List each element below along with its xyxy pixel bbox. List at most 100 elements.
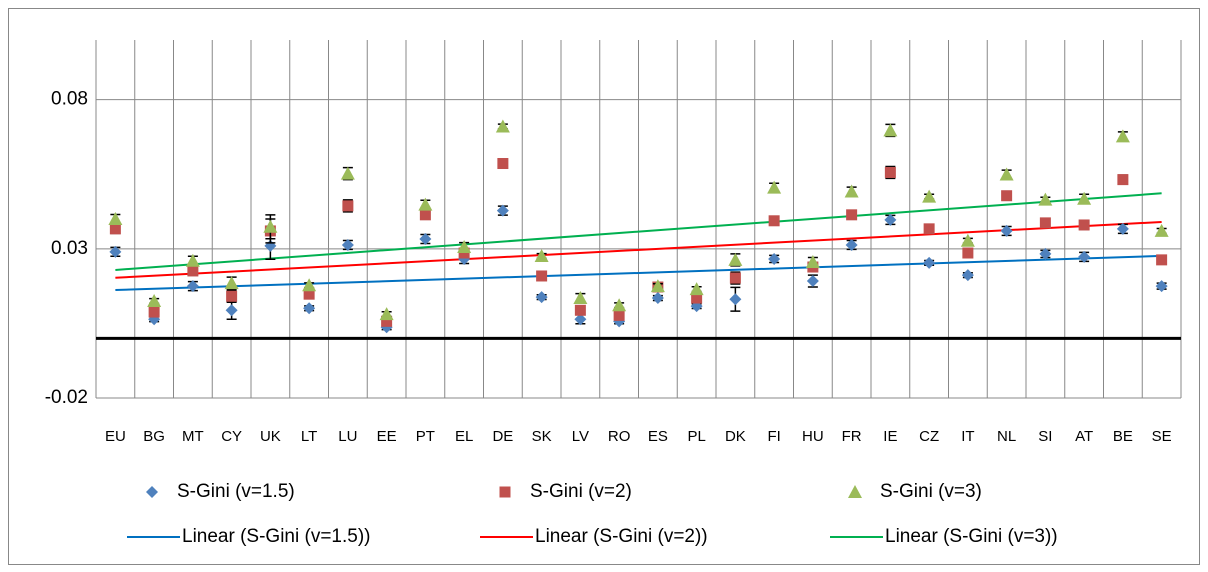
x-tick-label: PT — [416, 428, 435, 445]
trendline — [115, 192, 1162, 271]
diamond-marker — [806, 275, 819, 288]
diamond-marker — [225, 304, 238, 317]
diamond-marker — [768, 252, 781, 265]
diamond-marker — [303, 302, 316, 315]
diamond-marker — [845, 238, 858, 251]
triangle-marker — [185, 253, 200, 267]
x-tick-label: EL — [455, 428, 473, 445]
triangle-marker — [340, 166, 355, 180]
square-marker — [846, 209, 858, 221]
square-marker — [923, 223, 935, 235]
triangle-marker — [689, 282, 704, 296]
diamond-marker — [1116, 222, 1129, 235]
x-tick-label: SI — [1038, 428, 1052, 445]
x-tick-label: CZ — [919, 428, 939, 445]
diamond-marker — [109, 245, 122, 258]
x-tick-label: AT — [1075, 428, 1093, 445]
diamond-marker — [1039, 247, 1052, 260]
square-marker — [1117, 174, 1129, 186]
square-marker — [226, 290, 238, 302]
x-tick-label: EU — [105, 428, 126, 445]
square-marker — [1039, 217, 1051, 229]
square-marker — [381, 315, 393, 327]
x-tick-label: EE — [377, 428, 397, 445]
triangle-marker — [1115, 129, 1130, 143]
triangle-marker — [883, 123, 898, 137]
y-tick-label: 0.08 — [51, 89, 88, 110]
y-tick-label: 0.03 — [51, 238, 88, 259]
x-tick-label: SK — [532, 428, 552, 445]
diamond-marker — [419, 232, 432, 245]
triangle-marker — [573, 291, 588, 305]
triangle-marker — [379, 307, 394, 321]
x-tick-label: CY — [221, 428, 242, 445]
x-tick-label: PL — [687, 428, 705, 445]
square-marker — [497, 158, 509, 170]
triangle-marker — [224, 276, 239, 290]
triangle-marker — [1038, 192, 1053, 206]
square-marker — [1001, 190, 1013, 202]
square-marker — [613, 309, 625, 321]
x-tick-label: LU — [338, 428, 357, 445]
square-marker — [303, 288, 315, 300]
square-marker — [109, 223, 121, 235]
legend-marker — [146, 486, 158, 498]
triangle-marker — [457, 240, 472, 254]
x-tick-label: SE — [1152, 428, 1172, 445]
triangle-marker — [922, 189, 937, 203]
diamond-marker — [574, 313, 587, 326]
x-tick-label: DK — [725, 428, 746, 445]
y-tick-label: -0.02 — [45, 387, 88, 408]
x-tick-label: LV — [572, 428, 589, 445]
x-tick-label: RO — [608, 428, 631, 445]
triangle-marker — [960, 233, 975, 247]
triangle-marker — [495, 119, 510, 133]
square-marker — [962, 247, 974, 259]
square-marker — [148, 306, 160, 318]
x-tick-label: BE — [1113, 428, 1133, 445]
triangle-marker — [999, 167, 1014, 181]
trendline — [115, 254, 1162, 292]
square-marker — [729, 272, 741, 284]
triangle-marker — [418, 197, 433, 211]
diamond-marker — [186, 280, 199, 293]
legend-label: S-Gini (v=2) — [530, 481, 632, 502]
x-tick-label: IE — [883, 428, 897, 445]
diamond-marker — [729, 293, 742, 306]
diamond-marker — [341, 238, 354, 251]
triangle-marker — [805, 254, 820, 268]
legend-label: Linear (S-Gini (v=3)) — [885, 526, 1058, 547]
x-tick-label: MT — [182, 428, 204, 445]
square-marker — [536, 270, 548, 282]
square-marker — [768, 215, 780, 227]
legend-label: S-Gini (v=1.5) — [177, 481, 295, 502]
legend-label: S-Gini (v=3) — [880, 481, 982, 502]
x-tick-label: IT — [961, 428, 974, 445]
x-tick-label: DE — [492, 428, 513, 445]
square-marker — [1078, 219, 1090, 231]
legend-marker — [499, 486, 511, 498]
diamond-marker — [1155, 280, 1168, 293]
square-marker — [419, 209, 431, 221]
x-tick-label: UK — [260, 428, 281, 445]
square-marker — [574, 304, 586, 316]
triangle-marker — [534, 248, 549, 262]
diamond-marker — [496, 204, 509, 217]
diamond-marker — [884, 213, 897, 226]
x-tick-label: FI — [767, 428, 780, 445]
triangle-marker — [844, 184, 859, 198]
triangle-marker — [108, 212, 123, 225]
triangle-marker — [728, 252, 743, 266]
legend-label: Linear (S-Gini (v=2)) — [535, 526, 708, 547]
diamond-marker — [651, 292, 664, 305]
square-marker — [691, 292, 703, 304]
triangle-marker — [650, 279, 665, 293]
trendline — [115, 220, 1162, 279]
square-marker — [187, 265, 199, 277]
x-tick-label: HU — [802, 428, 824, 445]
triangle-marker — [147, 294, 162, 308]
x-tick-label: FR — [842, 428, 862, 445]
legend-label: Linear (S-Gini (v=1.5)) — [182, 526, 370, 547]
triangle-marker — [302, 278, 317, 292]
legend-marker — [848, 485, 862, 498]
